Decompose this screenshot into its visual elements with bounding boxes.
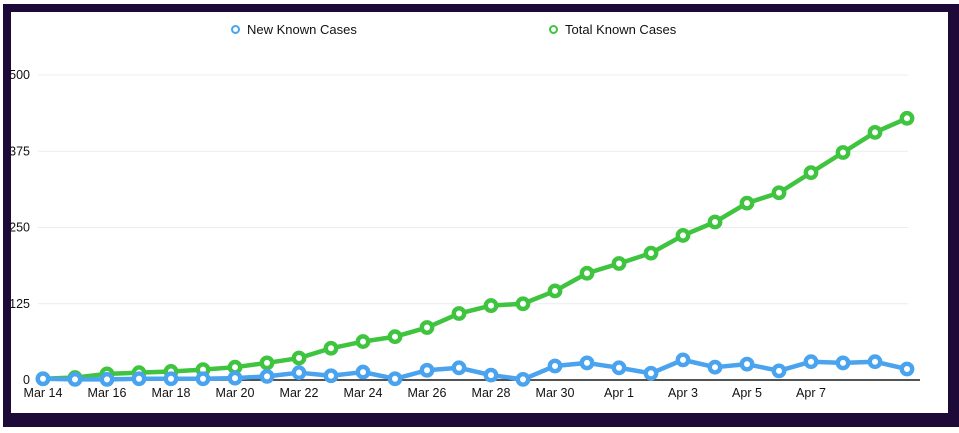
data-point[interactable] <box>611 360 627 376</box>
y-axis-tick-label: 250 <box>9 221 30 235</box>
data-point[interactable] <box>835 145 851 160</box>
data-point[interactable] <box>803 165 819 181</box>
x-axis-tick-label: Mar 16 <box>88 386 127 400</box>
data-point[interactable] <box>707 214 723 230</box>
data-point[interactable] <box>323 368 339 384</box>
data-point[interactable] <box>771 185 787 201</box>
x-axis-tick-label: Mar 20 <box>216 386 255 400</box>
data-point[interactable] <box>547 283 563 299</box>
data-point[interactable] <box>227 370 243 386</box>
x-axis-tick-label: Mar 24 <box>344 386 383 400</box>
y-axis-tick-label: 125 <box>9 297 30 311</box>
x-axis-tick-label: Apr 3 <box>668 386 698 400</box>
data-point[interactable] <box>803 354 819 370</box>
data-point[interactable] <box>771 363 787 379</box>
data-point[interactable] <box>867 124 883 140</box>
data-point[interactable] <box>451 360 467 376</box>
data-point[interactable] <box>131 371 147 387</box>
data-point[interactable] <box>707 359 723 375</box>
chart-legend: New Known Cases Total Known Cases <box>0 20 959 38</box>
data-point[interactable] <box>483 298 499 313</box>
data-point[interactable] <box>99 371 115 387</box>
data-point[interactable] <box>355 364 371 380</box>
data-point[interactable] <box>291 365 307 381</box>
y-axis-tick-label: 0 <box>23 373 30 387</box>
x-axis-tick-label: Apr 1 <box>604 386 634 400</box>
data-point[interactable] <box>67 371 83 387</box>
legend-marker-circle-icon <box>231 24 240 34</box>
x-axis-tick-label: Mar 14 <box>24 386 63 400</box>
data-point[interactable] <box>899 361 915 377</box>
data-point[interactable] <box>355 334 371 349</box>
series-line-new-known-cases <box>40 357 910 382</box>
data-point[interactable] <box>835 355 851 371</box>
data-point[interactable] <box>259 368 275 384</box>
data-point[interactable] <box>611 256 627 271</box>
data-point[interactable] <box>515 296 531 312</box>
x-axis-tick-label: Mar 26 <box>408 386 447 400</box>
x-axis-tick-label: Mar 22 <box>280 386 319 400</box>
data-point[interactable] <box>675 228 691 243</box>
data-point[interactable] <box>291 350 307 366</box>
data-point[interactable] <box>483 367 499 383</box>
data-point[interactable] <box>579 355 595 371</box>
x-axis-tick-label: Mar 30 <box>536 386 575 400</box>
data-point[interactable] <box>419 320 435 335</box>
data-point[interactable] <box>547 358 563 374</box>
legend-marker-circle-icon <box>549 24 558 34</box>
legend-label: New Known Cases <box>247 21 357 37</box>
x-axis-tick-label: Mar 18 <box>152 386 191 400</box>
data-point[interactable] <box>867 354 883 370</box>
data-point[interactable] <box>643 365 659 381</box>
legend-item-new-known-cases[interactable]: New Known Cases <box>231 20 357 38</box>
data-point[interactable] <box>163 371 179 387</box>
data-point[interactable] <box>899 110 915 126</box>
legend-item-total-known-cases[interactable]: Total Known Cases <box>549 20 676 38</box>
x-axis-tick-label: Apr 7 <box>796 386 826 400</box>
data-point[interactable] <box>675 352 691 368</box>
data-point[interactable] <box>35 371 51 387</box>
data-point[interactable] <box>451 306 467 321</box>
y-axis-tick-label: 375 <box>9 144 30 158</box>
data-point[interactable] <box>419 362 435 378</box>
data-point[interactable] <box>739 195 755 211</box>
series-line-total-known-cases <box>40 116 910 382</box>
data-point[interactable] <box>643 245 659 261</box>
x-axis-tick-label: Apr 5 <box>732 386 762 400</box>
legend-label: Total Known Cases <box>565 21 677 37</box>
data-point[interactable] <box>259 355 275 371</box>
data-point[interactable] <box>739 356 755 372</box>
data-point[interactable] <box>387 371 403 387</box>
data-point[interactable] <box>515 371 531 387</box>
data-point[interactable] <box>387 329 403 345</box>
x-axis-tick-label: Mar 28 <box>472 386 511 400</box>
y-axis-tick-label: 500 <box>9 68 30 82</box>
data-point[interactable] <box>579 265 595 281</box>
data-point[interactable] <box>323 340 339 356</box>
data-point[interactable] <box>195 371 211 387</box>
